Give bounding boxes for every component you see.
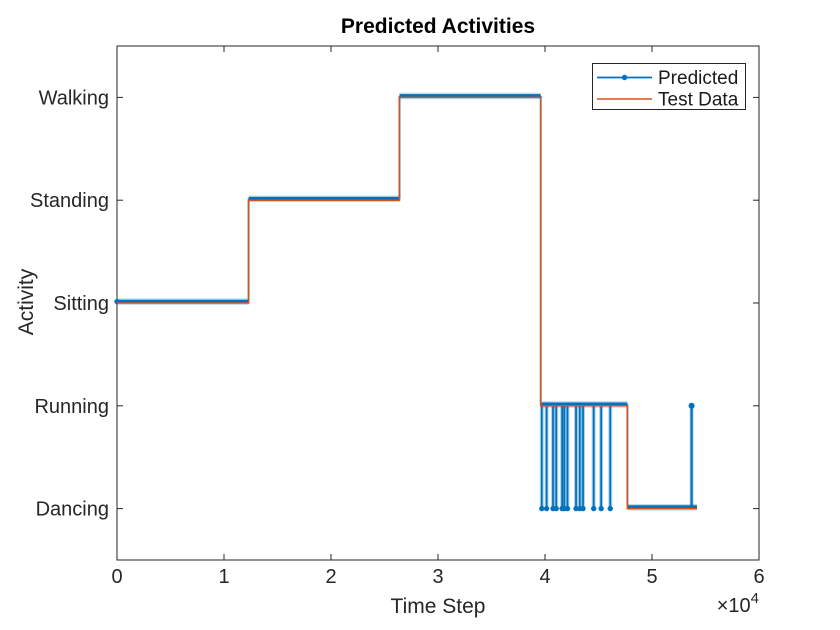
x-scale-base: ×10 <box>717 595 751 617</box>
predicted-dip-marker <box>543 505 550 512</box>
y-tick-label: Sitting <box>53 293 109 315</box>
predicted-dip-marker <box>580 505 586 512</box>
predicted-dip-marker <box>590 505 597 512</box>
x-tick-label: 0 <box>111 566 122 588</box>
legend-label-test-data: Test Data <box>658 90 739 111</box>
y-tick-label: Standing <box>30 190 109 212</box>
y-tick-label: Running <box>34 396 109 418</box>
test-data-line <box>117 96 697 510</box>
predicted-dip-marker <box>564 505 571 512</box>
chart-title: Predicted Activities <box>341 15 535 38</box>
y-tick-label: Dancing <box>36 499 109 521</box>
y-tick-label: Walking <box>39 87 109 109</box>
legend-entry-test-data: Test Data <box>597 90 739 111</box>
x-tick-label: 6 <box>753 566 764 588</box>
y-axis-tick-labels: Dancing Running Sitting Standing Walking <box>30 87 109 520</box>
predicted-end-spike-marker <box>688 402 695 409</box>
axis-ticks <box>116 46 760 560</box>
x-tick-label: 4 <box>539 566 550 588</box>
predicted-dip-marker <box>598 505 604 512</box>
legend-label-predicted: Predicted <box>658 68 738 89</box>
predicted-dip-marker <box>607 505 613 512</box>
legend-marker-predicted <box>621 74 628 81</box>
y-axis-label: Activity <box>15 268 38 335</box>
x-scale-exponent: 4 <box>751 590 759 607</box>
legend-box <box>592 63 746 110</box>
predicted-dip-marker <box>573 505 579 512</box>
x-tick-label: 2 <box>325 566 336 588</box>
x-tick-label: 1 <box>218 566 229 588</box>
x-axis-tick-labels: 0 1 2 3 4 5 6 <box>111 566 764 588</box>
legend[interactable]: Predicted Test Data <box>592 63 746 111</box>
x-axis-label: Time Step <box>391 595 486 618</box>
legend-entry-predicted: Predicted <box>597 68 738 89</box>
predicted-dip-marker <box>553 505 559 512</box>
x-tick-label: 3 <box>432 566 443 588</box>
x-tick-label: 5 <box>646 566 657 588</box>
test-data-series <box>117 96 697 510</box>
predicted-dip-marker <box>539 505 545 512</box>
x-axis-exponent-multiplier: ×104 <box>717 590 759 617</box>
